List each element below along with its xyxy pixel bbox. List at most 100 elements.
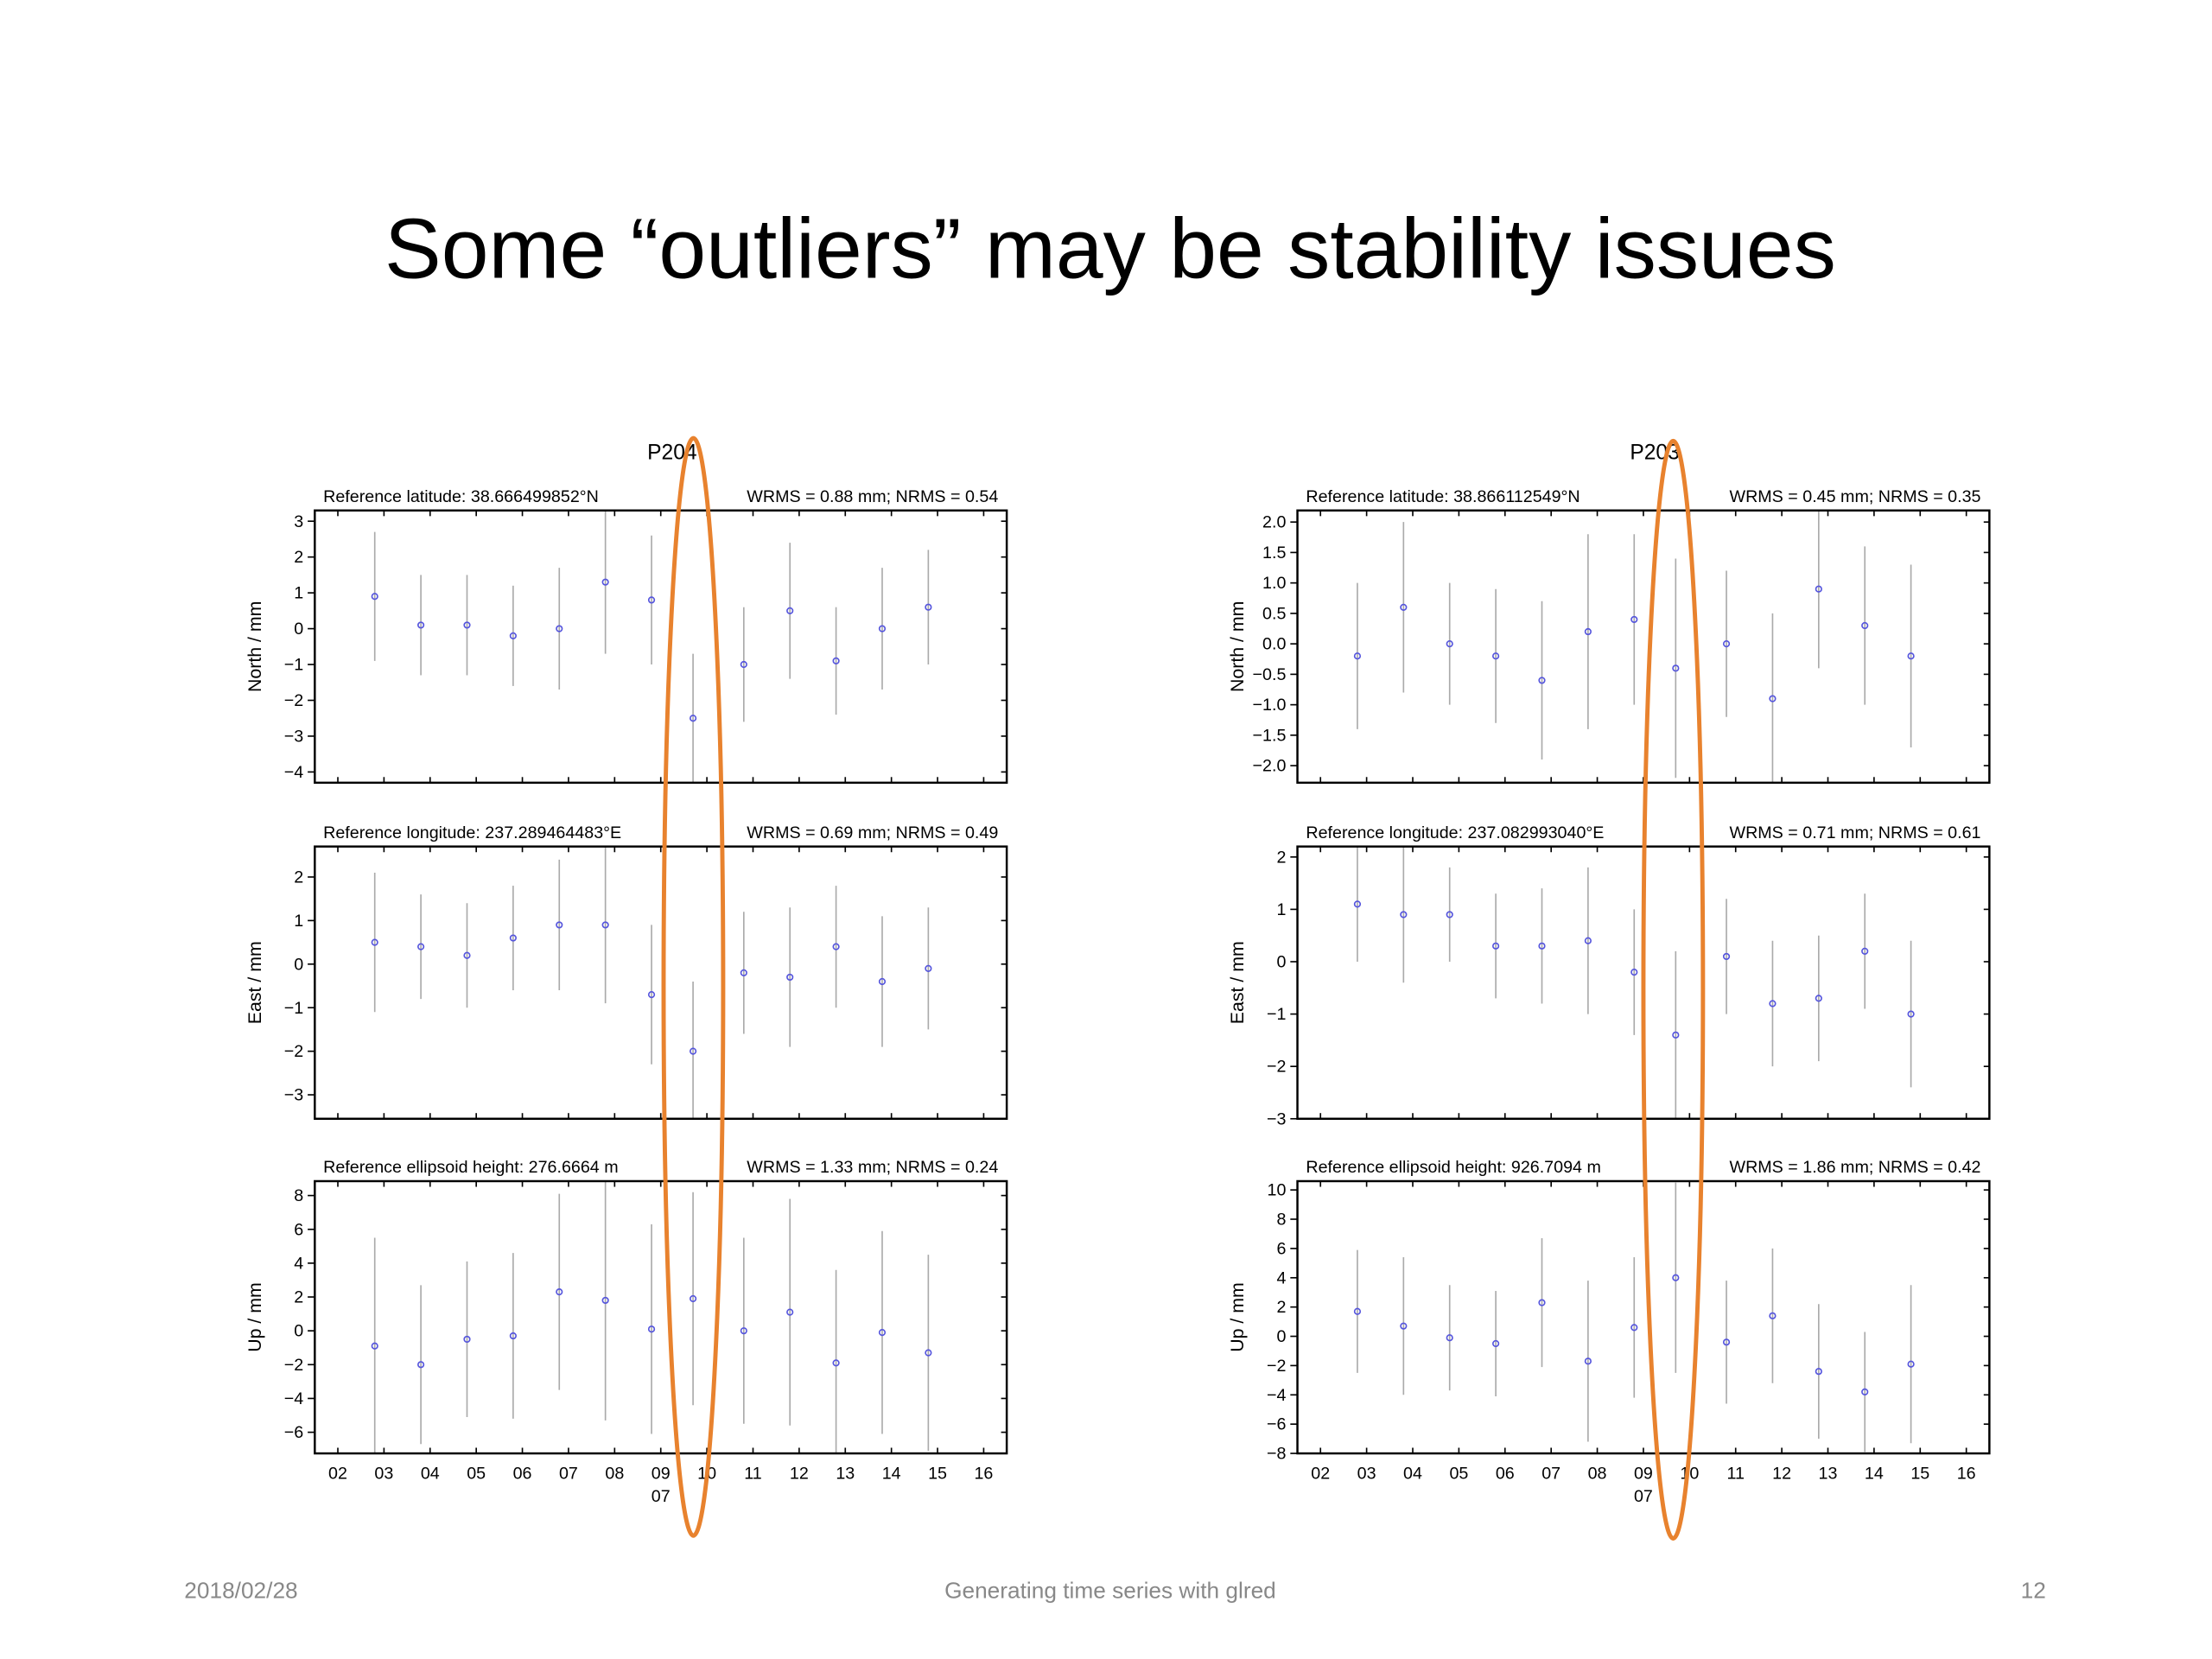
- y-tick-label: 8: [294, 1186, 303, 1205]
- data-point: [1538, 942, 1546, 950]
- y-axis-label: North / mm: [1227, 601, 1248, 692]
- panel-frame: [314, 845, 1008, 1120]
- plot-area: [1353, 510, 1915, 783]
- data-point: [1630, 969, 1638, 976]
- data-point: [1769, 695, 1777, 702]
- data-point: [740, 660, 747, 669]
- y-tick-label: 0: [294, 1322, 303, 1341]
- data-point: [1584, 627, 1592, 636]
- y-tick-label: −2: [1267, 1357, 1286, 1376]
- data-point: [1584, 937, 1592, 944]
- data-point: [1672, 1031, 1680, 1039]
- data-point: [1722, 640, 1731, 648]
- y-tick-label: −2: [1267, 1058, 1286, 1077]
- data-point: [463, 1335, 471, 1344]
- data-point: [647, 596, 656, 604]
- data-point: [786, 973, 794, 982]
- y-tick-label: −4: [284, 1389, 303, 1408]
- y-tick-label: 0: [294, 955, 303, 974]
- y-tick-label: 6: [294, 1220, 303, 1239]
- data-point: [1400, 603, 1408, 611]
- footer-page: 12: [2021, 1577, 2046, 1603]
- x-tick-label: 16: [974, 1465, 993, 1484]
- data-point: [1538, 677, 1546, 684]
- y-tick-label: 10: [1268, 1181, 1287, 1200]
- data-point: [1815, 995, 1822, 1002]
- data-point: [509, 1332, 517, 1340]
- data-point: [832, 1359, 840, 1367]
- y-tick-label: 0.0: [1262, 635, 1286, 654]
- data-point: [416, 1361, 425, 1369]
- y-tick-label: 0: [1276, 953, 1286, 972]
- x-tick-label: 04: [1403, 1465, 1422, 1484]
- data-point: [1672, 664, 1680, 672]
- data-point: [689, 1047, 697, 1055]
- x-tick-label: 05: [1449, 1465, 1468, 1484]
- x-tick-label: 03: [374, 1465, 393, 1484]
- data-point: [786, 1308, 794, 1316]
- x-tick-label: 12: [790, 1465, 809, 1484]
- x-tick-label: 05: [467, 1465, 486, 1484]
- data-point: [371, 938, 378, 946]
- data-point: [647, 1325, 656, 1333]
- data-point: [925, 1349, 932, 1357]
- chart-title: P203: [1630, 442, 1679, 465]
- data-point: [1815, 1368, 1822, 1376]
- y-tick-label: −6: [1267, 1415, 1286, 1434]
- data-point: [1584, 1357, 1592, 1365]
- footer-text: Generating time series with glred: [944, 1577, 1276, 1603]
- data-point: [463, 621, 471, 629]
- x-tick-label: 15: [928, 1465, 947, 1484]
- x-tick-label: 09: [652, 1465, 671, 1484]
- x-tick-label: 14: [1865, 1465, 1884, 1484]
- data-point: [832, 657, 840, 664]
- data-point: [556, 625, 563, 632]
- data-point: [1907, 1010, 1915, 1018]
- y-tick-label: 2: [294, 868, 303, 887]
- y-tick-label: −2: [284, 691, 303, 710]
- y-tick-label: 2: [294, 1288, 303, 1307]
- y-tick-label: −3: [284, 728, 303, 747]
- highlight-ellipse: [1641, 438, 1706, 1541]
- y-tick-label: 4: [1276, 1268, 1286, 1287]
- data-point: [1672, 1274, 1680, 1281]
- y-tick-label: 2: [1276, 1298, 1286, 1317]
- chart: P203 Reference latitude: 38.866112549°N WR…: [1227, 442, 1991, 1506]
- panel-header-right: WRMS = 0.88 mm; NRMS = 0.54: [747, 487, 998, 506]
- x-tick-label: 02: [328, 1465, 347, 1484]
- panel-header-left: Reference latitude: 38.866112549°N: [1306, 487, 1580, 506]
- x-tick-label: 08: [1588, 1465, 1607, 1484]
- panel-header-left: Reference ellipsoid height: 276.6664 m: [323, 1158, 618, 1177]
- month-label: 07: [1634, 1487, 1653, 1506]
- y-tick-label: 8: [1276, 1211, 1286, 1230]
- y-tick-label: 1.0: [1262, 574, 1286, 593]
- plot-area: [1353, 846, 1915, 1119]
- data-point: [1769, 1312, 1777, 1319]
- data-point: [878, 977, 887, 986]
- data-point: [1353, 652, 1362, 660]
- footer-date: 2018/02/28: [184, 1577, 297, 1603]
- plot-area: [371, 1180, 932, 1454]
- panel-frame: [314, 509, 1008, 785]
- data-point: [1538, 1299, 1546, 1306]
- data-point: [1446, 640, 1453, 648]
- x-tick-label: 09: [1634, 1465, 1653, 1484]
- data-point: [371, 593, 378, 601]
- y-axis-label: North / mm: [245, 601, 265, 692]
- y-tick-label: 2: [294, 548, 303, 567]
- plot-area: [371, 510, 932, 783]
- y-tick-label: −1: [1267, 1005, 1286, 1024]
- panel-header-left: Reference longitude: 237.289464483°E: [323, 823, 621, 842]
- x-tick-label: 13: [1819, 1465, 1838, 1484]
- y-tick-label: 6: [1276, 1239, 1286, 1258]
- y-tick-label: 1.5: [1262, 543, 1286, 563]
- y-tick-label: −4: [284, 763, 303, 782]
- panel-header-right: WRMS = 0.71 mm; NRMS = 0.61: [1729, 823, 1980, 842]
- data-point: [925, 603, 932, 611]
- data-point: [601, 921, 609, 929]
